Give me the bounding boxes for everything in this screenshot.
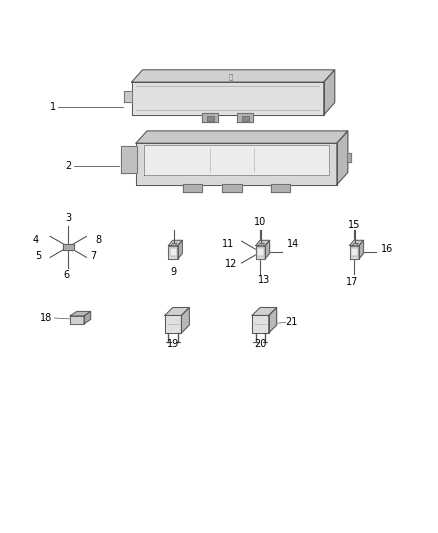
Polygon shape (84, 311, 91, 324)
Text: ⚿: ⚿ (229, 74, 233, 80)
Polygon shape (171, 244, 177, 246)
Text: 3: 3 (65, 214, 71, 223)
Polygon shape (252, 316, 269, 333)
Text: 16: 16 (381, 244, 393, 254)
Text: 12: 12 (225, 260, 237, 269)
Text: 9: 9 (170, 266, 176, 277)
Bar (351, 248, 358, 256)
Text: 5: 5 (35, 252, 42, 262)
Polygon shape (178, 240, 182, 259)
Polygon shape (121, 147, 137, 173)
Text: 10: 10 (254, 217, 267, 228)
Polygon shape (70, 316, 84, 324)
Polygon shape (271, 184, 290, 192)
Text: 17: 17 (346, 277, 358, 287)
Polygon shape (256, 246, 265, 259)
Text: 1: 1 (50, 102, 56, 112)
Polygon shape (136, 131, 348, 143)
Polygon shape (124, 91, 132, 102)
Text: 8: 8 (95, 235, 101, 245)
Polygon shape (237, 113, 253, 122)
Bar (207, 116, 214, 121)
Text: 7: 7 (90, 252, 96, 262)
Polygon shape (337, 131, 348, 184)
Polygon shape (63, 244, 74, 250)
Text: 18: 18 (40, 313, 53, 323)
Polygon shape (132, 70, 335, 82)
Polygon shape (168, 240, 182, 246)
Text: 2: 2 (65, 161, 71, 171)
Text: 15: 15 (348, 220, 360, 230)
Polygon shape (350, 246, 359, 259)
Polygon shape (352, 244, 358, 246)
Bar (170, 248, 177, 256)
Polygon shape (181, 308, 189, 333)
Polygon shape (252, 308, 277, 316)
Polygon shape (258, 244, 265, 246)
Polygon shape (347, 153, 351, 161)
Polygon shape (324, 70, 335, 115)
Polygon shape (359, 240, 364, 259)
Polygon shape (165, 316, 181, 333)
Polygon shape (70, 311, 91, 316)
Polygon shape (136, 143, 337, 184)
Polygon shape (183, 184, 202, 192)
Text: 21: 21 (285, 317, 297, 327)
Polygon shape (144, 146, 329, 175)
Text: 19: 19 (167, 339, 179, 349)
Polygon shape (132, 82, 324, 115)
Text: 4: 4 (32, 235, 39, 245)
Polygon shape (265, 240, 270, 259)
Polygon shape (165, 308, 189, 316)
Polygon shape (202, 113, 218, 122)
Text: 14: 14 (287, 239, 299, 249)
Polygon shape (168, 246, 178, 259)
Polygon shape (223, 184, 242, 192)
Polygon shape (256, 240, 270, 246)
Bar (257, 248, 264, 256)
Polygon shape (350, 240, 364, 246)
Text: 11: 11 (222, 239, 234, 249)
Text: 13: 13 (258, 276, 270, 286)
Text: 20: 20 (254, 339, 267, 349)
Bar (242, 116, 249, 121)
Polygon shape (269, 308, 277, 333)
Text: 6: 6 (63, 270, 69, 280)
